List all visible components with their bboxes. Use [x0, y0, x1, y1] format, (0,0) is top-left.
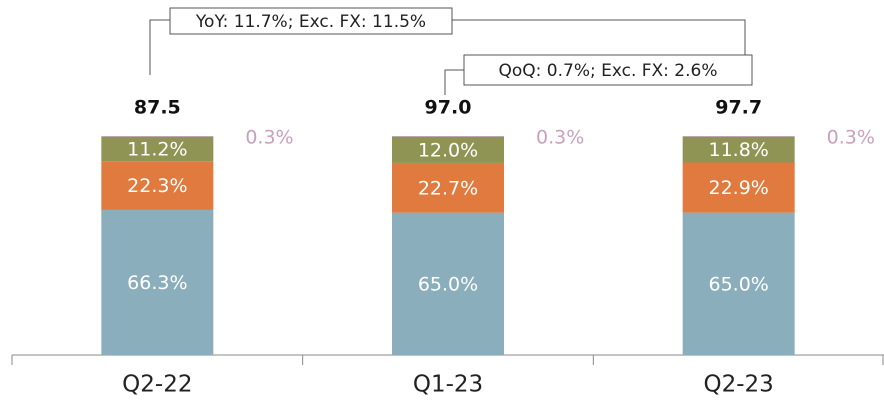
bar-segment — [101, 209, 214, 355]
yoy-bracket — [149, 7, 746, 75]
bar-segment — [101, 161, 214, 210]
bracket-line — [149, 19, 170, 75]
segment-label: 0.3% — [245, 127, 293, 149]
x-tick-label: Q1-23 — [413, 372, 483, 398]
qoq-bracket — [444, 54, 753, 95]
bar-segment — [392, 136, 504, 137]
segment-label: 65.0% — [418, 273, 478, 295]
annotation: QoQ: 0.7%; Exc. FX: 2.6% — [498, 61, 717, 81]
x-tick-label: Q2-23 — [704, 372, 774, 398]
total-label: 97.7 — [715, 97, 762, 119]
bar-segment — [682, 136, 795, 137]
segment-label: 0.3% — [536, 127, 584, 149]
bar-segment — [392, 162, 504, 213]
annotation-box — [463, 54, 753, 86]
bar-segment — [392, 212, 504, 355]
total-label: 97.0 — [425, 97, 472, 119]
segment-label: 65.0% — [708, 273, 768, 295]
segment-label: 66.3% — [127, 272, 187, 294]
bar-segment — [392, 136, 504, 163]
segment-label: 22.7% — [418, 177, 478, 199]
bar-segment — [101, 136, 214, 162]
bar-segment — [682, 136, 795, 163]
bar-segment — [682, 162, 795, 213]
segment-label: 11.2% — [127, 138, 187, 160]
segment-label: 0.3% — [827, 127, 875, 149]
segment-label: 11.8% — [708, 139, 768, 161]
annotation: YoY: 11.7%; Exc. FX: 11.5% — [195, 12, 426, 32]
x-tick-label: Q2-22 — [122, 372, 192, 398]
segment-label: 12.0% — [418, 139, 478, 161]
segment-label: 22.9% — [708, 177, 768, 199]
total-label: 87.5 — [134, 97, 181, 119]
annotation-box — [169, 7, 453, 35]
bar-segment — [101, 136, 214, 137]
bracket-line — [444, 69, 464, 95]
segment-label: 22.3% — [127, 175, 187, 197]
bar-segment — [682, 212, 795, 355]
